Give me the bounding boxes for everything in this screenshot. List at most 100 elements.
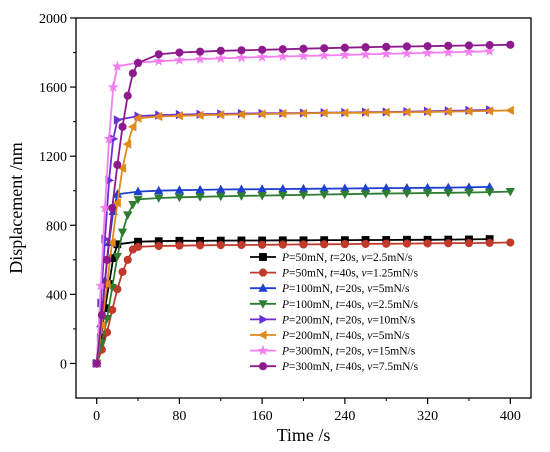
data-point <box>463 46 475 57</box>
data-point <box>122 139 132 149</box>
data-point <box>117 228 128 238</box>
data-point <box>402 42 411 51</box>
legend-item: P=200mN, t=20s, v=10mN/s <box>250 314 416 326</box>
data-point <box>113 115 123 125</box>
x-tick-label: 320 <box>417 409 438 424</box>
data-point <box>175 48 184 57</box>
data-point <box>196 47 205 56</box>
data-point <box>153 55 165 66</box>
data-point <box>92 359 101 368</box>
data-point <box>237 46 246 55</box>
data-point <box>133 186 143 196</box>
legend-item: P=100mN, t=20s, v=5mN/s <box>250 283 410 295</box>
legend-label-part: v <box>361 268 367 280</box>
legend-label-part: P <box>281 361 289 373</box>
legend-label-part: P <box>281 252 289 264</box>
legend-label-part: =5mN/s <box>372 283 410 295</box>
data-point <box>118 122 127 131</box>
data-point <box>195 193 205 202</box>
data-point <box>298 191 309 200</box>
data-point <box>102 279 111 289</box>
legend-label-part: P <box>281 346 289 358</box>
data-point <box>111 60 123 72</box>
legend-label-part: v <box>367 346 373 358</box>
legend-label: P=300mN, t=20s, v=15mN/s <box>281 346 416 358</box>
data-point <box>278 191 288 201</box>
legend-label-part: t <box>336 361 340 373</box>
data-point <box>422 189 433 198</box>
legend-label-part: =15mN/s <box>372 346 415 358</box>
legend-swatch-marker <box>258 268 268 277</box>
x-tick-label: 400 <box>500 409 521 424</box>
legend-label-part: P <box>281 299 289 311</box>
legend-item: P=200mN, t=40s, v=5mN/s <box>250 330 410 342</box>
legend-label-part: t <box>336 330 340 342</box>
legend-label-part: v <box>361 252 367 264</box>
y-tick-label: 400 <box>46 288 67 303</box>
series-8 <box>92 40 515 368</box>
legend-label-part: v <box>367 283 373 295</box>
legend-label-part: t <box>330 268 334 280</box>
data-point <box>278 240 287 249</box>
data-point <box>108 203 117 213</box>
legend-swatch-marker <box>258 330 267 340</box>
data-point <box>360 48 372 60</box>
data-point <box>464 41 474 50</box>
data-point <box>444 239 453 248</box>
data-point <box>102 255 112 264</box>
legend-label: P=300mN, t=40s, v=7.5mN/s <box>281 361 419 373</box>
y-tick-label: 800 <box>46 219 67 234</box>
legend-item: P=100mN, t=40s, v=2.5mN/s <box>250 299 419 311</box>
data-point <box>278 45 287 54</box>
legend-swatch-marker <box>258 362 268 371</box>
x-tick-label: 0 <box>93 409 100 424</box>
data-point <box>422 47 434 58</box>
legend-label-part: v <box>367 330 373 342</box>
data-point <box>175 241 184 250</box>
legend-label-part: =40s, <box>333 268 361 280</box>
legend: P=50mN, t=20s, v=2.5mN/sP=50mN, t=40s, v… <box>250 252 419 373</box>
series-lines <box>91 40 515 369</box>
x-axis-title: Time /s <box>277 425 331 445</box>
data-point <box>320 240 329 249</box>
data-point <box>360 108 370 118</box>
data-point <box>235 51 247 63</box>
legend-label: P=50mN, t=20s, v=2.5mN/s <box>281 252 413 264</box>
data-point <box>505 105 514 116</box>
data-point <box>381 107 390 117</box>
data-point <box>128 69 137 78</box>
legend-label-part: =2.5mN/s <box>372 299 418 311</box>
data-point <box>216 46 225 55</box>
data-point <box>257 109 266 119</box>
data-point <box>123 91 132 100</box>
legend-item: P=300mN, t=40s, v=7.5mN/s <box>250 361 419 373</box>
series-5 <box>93 105 495 369</box>
legend-label: P=200mN, t=40s, v=5mN/s <box>281 330 410 342</box>
x-tick-label: 160 <box>252 409 273 424</box>
data-point <box>258 45 267 54</box>
data-point <box>133 242 143 251</box>
x-tick-label: 80 <box>172 409 186 424</box>
y-tick-label: 1200 <box>39 150 67 165</box>
data-point <box>506 238 515 247</box>
data-point <box>173 54 185 65</box>
legend-label-part: =50mN, <box>289 252 330 264</box>
data-point <box>485 41 494 50</box>
data-point <box>360 190 371 199</box>
legend-label-part: =20s, <box>339 283 367 295</box>
legend-label: P=100mN, t=20s, v=5mN/s <box>281 283 410 295</box>
legend-swatch-marker <box>257 344 269 356</box>
y-tick-label: 2000 <box>39 12 67 27</box>
data-point <box>402 239 411 248</box>
data-point <box>319 190 329 200</box>
legend-label-part: =1.25mN/s <box>367 268 419 280</box>
data-point <box>117 163 127 173</box>
data-point <box>256 51 268 62</box>
data-point <box>318 49 330 61</box>
data-point <box>216 192 226 202</box>
data-point <box>236 109 245 120</box>
legend-label-part: P <box>281 330 289 342</box>
data-point <box>215 110 225 120</box>
series-line <box>95 186 490 364</box>
